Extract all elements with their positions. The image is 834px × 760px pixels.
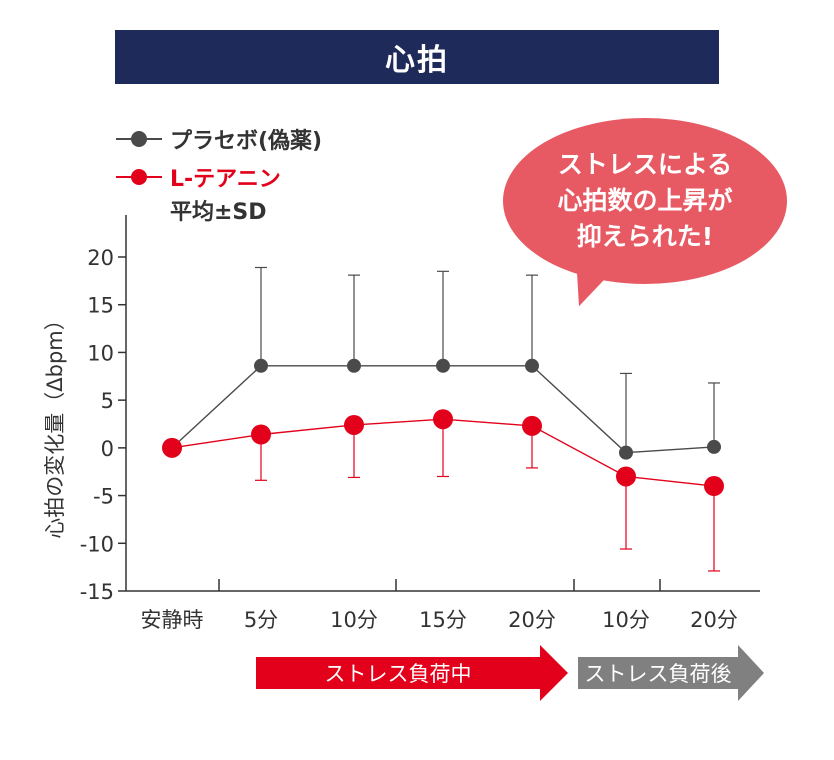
chart-title: 心拍 <box>385 43 449 78</box>
phase-arrow-after-head <box>738 645 764 701</box>
y-tick-label: 5 <box>101 389 114 413</box>
callout-line-1: ストレスによる <box>557 150 733 179</box>
phase-arrow-during: ストレス負荷中 <box>256 645 568 701</box>
y-tick-label: -15 <box>80 580 114 604</box>
y-tick-label: -10 <box>80 532 114 556</box>
data-point-theanine <box>433 409 453 430</box>
legend-item-theanine: L-テアニン <box>116 158 322 196</box>
data-point-placebo <box>619 445 633 460</box>
legend-marker-theanine <box>116 167 162 187</box>
phase-arrow-during-body: ストレス負荷中 <box>256 657 540 689</box>
x-tick-label: 20分 <box>508 608 556 632</box>
x-tick-label: 5分 <box>244 608 278 632</box>
y-axis-label: 心拍の変化量（Δbpm） <box>43 309 67 538</box>
data-point-theanine <box>251 424 271 445</box>
phase-arrow-during-head <box>540 645 568 701</box>
data-point-placebo <box>436 358 450 373</box>
y-tick-label: 10 <box>87 341 114 365</box>
chart: 20 15 10 5 0 -5 -10 -15 安静時 5分 10分 15分 20分 10分 20分 心拍の変… <box>43 215 760 632</box>
data-point-placebo <box>707 439 721 454</box>
x-tick-label: 10分 <box>602 608 650 632</box>
callout-line-2: 心拍数の上昇が <box>557 186 733 215</box>
phase-arrow-after-body: ストレス負荷後 <box>578 657 738 689</box>
data-point-placebo <box>254 358 268 373</box>
legend-item-placebo: プラセボ(偽薬) <box>116 120 322 158</box>
callout-line-3: 抑えられた! <box>576 222 714 251</box>
data-point-placebo <box>525 358 539 373</box>
callout-bubble: ストレスによる 心拍数の上昇が 抑えられた! <box>503 118 787 284</box>
legend-label-placebo: プラセボ(偽薬) <box>170 129 323 154</box>
legend-note: 平均±SD <box>170 200 267 225</box>
y-tick-label: -5 <box>93 485 114 509</box>
legend-marker-placebo <box>116 129 162 149</box>
x-tick-label: 20分 <box>690 608 738 632</box>
legend: プラセボ(偽薬) L-テアニン 平均±SD <box>116 120 322 230</box>
y-tick-label: 20 <box>87 246 114 270</box>
data-point-theanine <box>704 476 724 497</box>
data-point-theanine <box>162 437 182 458</box>
data-point-theanine <box>616 466 636 487</box>
x-tick-label: 15分 <box>419 608 467 632</box>
title-bar: 心拍 <box>115 30 719 84</box>
x-tick-label: 10分 <box>330 608 378 632</box>
phase-during-label: ストレス負荷中 <box>324 662 472 686</box>
phase-arrow-after: ストレス負荷後 <box>578 645 764 701</box>
y-tick-label: 0 <box>101 437 114 461</box>
data-point-placebo <box>347 358 361 373</box>
y-tick-label: 15 <box>87 294 114 318</box>
x-tick-label: 安静時 <box>141 608 204 632</box>
legend-label-theanine: L-テアニン <box>170 167 281 192</box>
data-point-theanine <box>522 415 542 436</box>
phase-after-label: ストレス負荷後 <box>584 662 732 686</box>
data-point-theanine <box>344 414 364 435</box>
